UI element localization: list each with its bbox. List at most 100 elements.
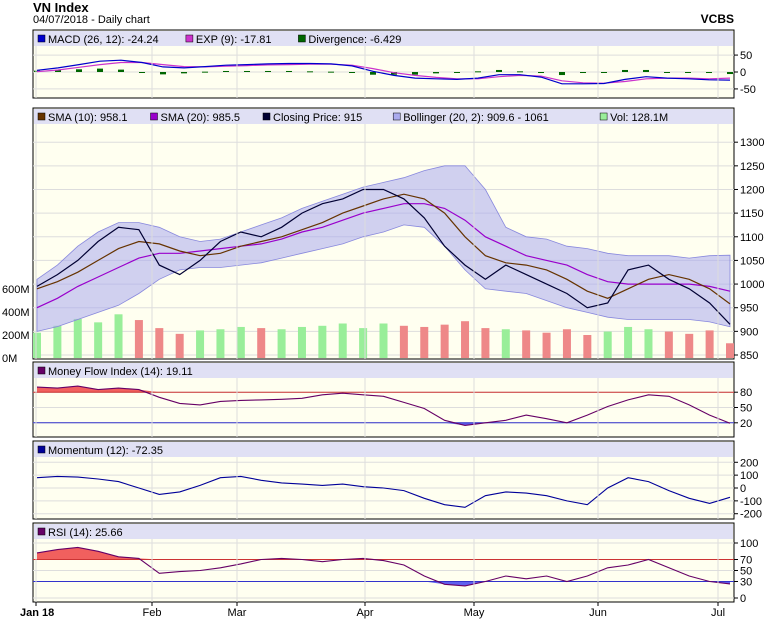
momentum-tick-label-2: 0 [740,483,746,495]
volume-bar [440,324,449,358]
divergence-bar [76,69,82,72]
volume-tick-label-2: 200M [2,330,30,342]
price-tick-label-0: 1300 [740,137,764,149]
price-tick-label-5: 1050 [740,255,764,267]
volume-bar [603,331,612,358]
macd-legend-swatch-1 [185,34,194,43]
x-tick-label-3: Apr [356,607,373,619]
momentum-legend-label-0: Momentum (12): -72.35 [48,445,163,457]
divergence-bar [97,68,103,72]
price-legend-label-0: SMA (10): 958.1 [48,112,128,124]
volume-bar [705,330,714,358]
volume-bar [562,329,571,358]
momentum-tick-label-0: 200 [740,457,758,469]
volume-bar [583,335,592,358]
macd-legend-swatch-2 [298,34,306,43]
price-legend-swatch-4 [599,112,608,121]
volume-bar [114,314,123,358]
rsi-tick-label-3: 30 [740,577,752,589]
volume-bar [94,322,103,358]
divergence-bar [706,72,712,74]
volume-bar [33,332,41,358]
rsi-tick-label-2: 50 [740,566,752,578]
divergence-bar [433,72,439,74]
volume-bar [277,329,286,358]
volume-bar [338,323,347,358]
brand-label: VCBS [700,12,734,26]
volume-bar [73,318,82,358]
volume-bar [155,328,164,358]
bollinger-band [36,165,731,332]
rsi-tick-label-0: 100 [740,538,758,550]
volume-bar [134,320,143,358]
momentum-tick-label-1: 100 [740,470,758,482]
price-legend-label-2: Closing Price: 915 [273,112,362,124]
volume-bar [481,328,490,358]
divergence-bar [349,72,355,73]
divergence-bar [328,71,334,73]
macd-legend-label-1: EXP (9): -17.81 [196,34,272,46]
divergence-bar [244,70,250,72]
price-legend-swatch-3 [392,112,401,121]
divergence-bar [517,71,523,73]
macd-tick-label-0: 50 [740,50,752,62]
volume-bar [624,326,633,358]
price-tick-label-6: 1000 [740,279,764,291]
price-tick-label-3: 1150 [740,208,764,220]
volume-bar [318,325,327,358]
price-legend-bar [34,109,733,124]
volume-bar [522,330,531,358]
divergence-bar [643,69,649,72]
divergence-bar [496,69,502,72]
divergence-bar [412,72,418,75]
divergence-bar [475,71,481,73]
divergence-bar [538,72,544,74]
price-legend-label-3: Bollinger (20, 2): 909.6 - 1061 [403,112,549,124]
volume-bar [644,329,653,358]
rsi-tick-label-4: 0 [740,593,746,605]
volume-bar [257,328,266,358]
divergence-bar [601,72,607,73]
price-tick-label-1: 1250 [740,161,764,173]
divergence-bar [223,70,229,72]
divergence-bar [685,72,691,73]
momentum-tick-label-4: -200 [740,509,762,521]
mfi-tick-label-1: 50 [740,403,752,415]
divergence-bar [622,69,628,72]
rsi-legend-label-0: RSI (14): 25.66 [48,527,123,539]
divergence-bar [118,69,124,72]
volume-bar [297,326,306,358]
rsi-legend-swatch-0 [37,527,46,536]
mfi-legend-label-0: Money Flow Index (14): 19.11 [48,366,193,378]
volume-bar [53,325,62,358]
volume-bar [196,330,205,358]
price-tick-label-4: 1100 [740,232,764,244]
price-legend-swatch-2 [262,112,271,121]
divergence-bar [139,72,145,73]
rsi-legend-bar [34,524,733,539]
momentum-tick-label-3: -100 [740,496,762,508]
momentum-legend-swatch-0 [37,445,46,454]
volume-bar [175,333,184,358]
divergence-bar [160,72,166,75]
x-tick-label-4: May [464,607,485,619]
divergence-bar [181,72,187,74]
mfi-tick-label-0: 80 [740,387,752,399]
macd-legend-label-2: Divergence: -6.429 [308,34,401,46]
volume-bar [501,329,510,358]
momentum-legend-bar [34,442,733,457]
price-tick-label-2: 1200 [740,184,764,196]
macd-legend-bar [34,31,733,46]
mfi-tick-label-2: 20 [740,418,752,430]
rsi-overbought-fill [37,547,730,560]
divergence-bar [727,72,733,75]
rsi-tick-label-1: 70 [740,555,752,567]
divergence-bar [454,72,460,73]
x-tick-label-6: Jul [711,607,725,619]
divergence-bar [580,72,586,74]
mfi-legend-swatch-0 [37,366,46,375]
macd-tick-label-1: 0 [740,67,746,79]
x-tick-label-5: Jun [589,607,607,619]
volume-bar [379,323,388,358]
